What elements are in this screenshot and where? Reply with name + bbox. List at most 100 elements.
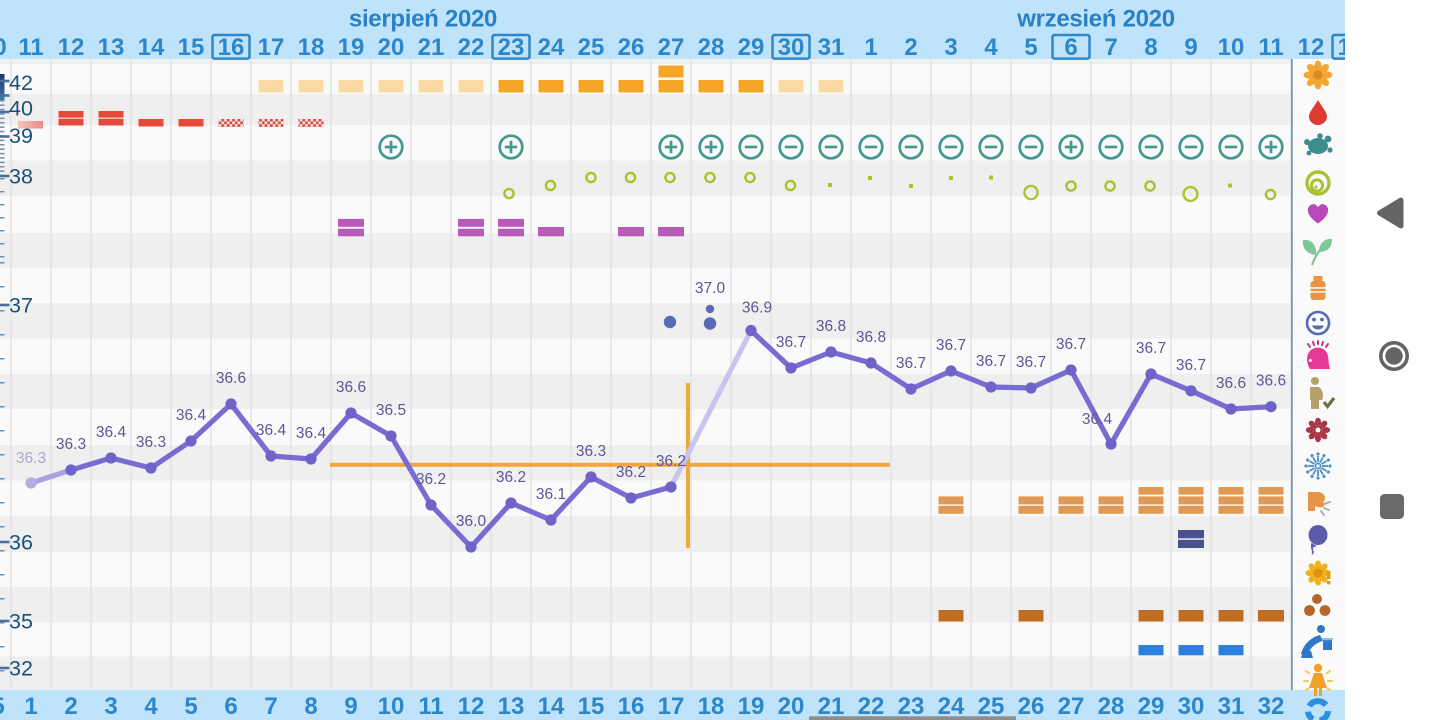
- svg-text:5: 5: [1024, 34, 1037, 61]
- svg-text:36.4: 36.4: [296, 425, 327, 442]
- svg-text:26: 26: [618, 34, 645, 61]
- svg-text:sierpień 2020: sierpień 2020: [349, 6, 497, 33]
- svg-text:13: 13: [98, 34, 125, 61]
- svg-text:wrzesień 2020: wrzesień 2020: [1016, 6, 1175, 33]
- svg-text:29: 29: [738, 34, 765, 61]
- svg-text:30: 30: [1178, 693, 1205, 720]
- svg-text:20: 20: [778, 693, 805, 720]
- svg-text:19: 19: [738, 693, 765, 720]
- svg-text:13: 13: [498, 693, 525, 720]
- svg-text:11: 11: [18, 34, 43, 61]
- svg-text:28: 28: [698, 34, 725, 61]
- svg-text:15: 15: [578, 693, 605, 720]
- svg-text:11: 11: [418, 693, 443, 720]
- svg-text:37: 37: [9, 294, 33, 318]
- svg-text:36.4: 36.4: [1082, 411, 1113, 428]
- svg-text:4: 4: [984, 34, 998, 61]
- svg-text:7: 7: [264, 693, 277, 720]
- svg-text:36.6: 36.6: [336, 379, 366, 396]
- svg-text:36.7: 36.7: [1056, 336, 1086, 353]
- svg-text:21: 21: [818, 693, 845, 720]
- svg-text:29: 29: [1138, 693, 1165, 720]
- svg-text:23: 23: [498, 34, 525, 61]
- svg-text:1: 1: [864, 34, 877, 61]
- svg-text:27: 27: [1058, 693, 1085, 720]
- svg-text:31: 31: [1218, 693, 1245, 720]
- svg-text:8: 8: [304, 693, 317, 720]
- svg-text:28: 28: [1098, 693, 1125, 720]
- svg-text:12: 12: [58, 34, 85, 61]
- svg-text:36: 36: [9, 531, 33, 555]
- svg-text:40: 40: [9, 97, 33, 121]
- svg-text:36.3: 36.3: [136, 434, 166, 451]
- svg-text:32: 32: [9, 657, 33, 681]
- svg-text:0: 0: [0, 34, 7, 61]
- svg-text:32: 32: [1258, 693, 1285, 720]
- svg-text:36.8: 36.8: [816, 318, 846, 335]
- svg-text:12: 12: [1298, 34, 1325, 61]
- svg-text:37.0: 37.0: [695, 280, 726, 297]
- svg-text:36.7: 36.7: [1176, 357, 1206, 374]
- svg-text:38: 38: [9, 165, 33, 189]
- svg-text:22: 22: [858, 693, 885, 720]
- svg-text:36.6: 36.6: [1256, 373, 1286, 390]
- svg-text:36.4: 36.4: [96, 424, 127, 441]
- svg-text:14: 14: [138, 34, 165, 61]
- svg-text:3: 3: [944, 34, 957, 61]
- svg-text:15: 15: [178, 34, 205, 61]
- svg-text:5: 5: [184, 693, 197, 720]
- svg-text:36.7: 36.7: [1136, 340, 1166, 357]
- svg-text:36.9: 36.9: [742, 300, 772, 317]
- svg-text:2: 2: [904, 34, 917, 61]
- svg-text:1: 1: [24, 693, 37, 720]
- svg-text:36.2: 36.2: [616, 464, 646, 481]
- svg-text:36.2: 36.2: [496, 469, 526, 486]
- svg-text:26: 26: [1018, 693, 1045, 720]
- svg-text:24: 24: [938, 693, 965, 720]
- svg-text:10: 10: [1218, 34, 1245, 61]
- svg-text:11: 11: [1258, 34, 1283, 61]
- svg-text:42: 42: [9, 71, 33, 95]
- svg-text:16: 16: [218, 34, 245, 61]
- svg-text:10: 10: [378, 693, 405, 720]
- svg-text:36.6: 36.6: [1216, 375, 1246, 392]
- svg-text:9: 9: [344, 693, 357, 720]
- svg-text:8: 8: [1144, 34, 1157, 61]
- svg-text:7: 7: [1104, 34, 1117, 61]
- svg-text:6: 6: [1064, 34, 1077, 61]
- svg-text:31: 31: [818, 34, 845, 61]
- svg-text:35: 35: [9, 610, 33, 634]
- svg-text:6: 6: [224, 693, 237, 720]
- svg-text:36.3: 36.3: [16, 450, 46, 467]
- svg-text:14: 14: [538, 693, 565, 720]
- svg-text:36.7: 36.7: [976, 353, 1006, 370]
- svg-text:36.6: 36.6: [216, 370, 246, 387]
- svg-text:23: 23: [898, 693, 925, 720]
- svg-text:39: 39: [9, 124, 33, 148]
- svg-text:13: 13: [1338, 34, 1345, 61]
- svg-text:36.7: 36.7: [936, 337, 966, 354]
- svg-text:36.5: 36.5: [376, 402, 406, 419]
- svg-text:25: 25: [578, 34, 605, 61]
- svg-text:36.8: 36.8: [856, 329, 886, 346]
- svg-text:17: 17: [658, 693, 685, 720]
- svg-text:5: 5: [0, 693, 5, 720]
- svg-text:36.1: 36.1: [536, 486, 566, 503]
- svg-text:36.7: 36.7: [776, 334, 806, 351]
- svg-text:36.0: 36.0: [456, 513, 487, 530]
- svg-text:19: 19: [338, 34, 365, 61]
- svg-text:16: 16: [618, 693, 645, 720]
- svg-text:36.7: 36.7: [1016, 354, 1046, 371]
- svg-text:36.7: 36.7: [896, 355, 926, 372]
- svg-text:18: 18: [298, 34, 325, 61]
- svg-text:36.4: 36.4: [256, 422, 287, 439]
- svg-text:27: 27: [658, 34, 685, 61]
- svg-text:3: 3: [104, 693, 117, 720]
- svg-text:9: 9: [1184, 34, 1197, 61]
- svg-text:36.3: 36.3: [576, 443, 606, 460]
- svg-text:4: 4: [144, 693, 158, 720]
- svg-text:25: 25: [978, 693, 1005, 720]
- svg-text:21: 21: [418, 34, 445, 61]
- svg-text:17: 17: [258, 34, 285, 61]
- svg-text:22: 22: [458, 34, 485, 61]
